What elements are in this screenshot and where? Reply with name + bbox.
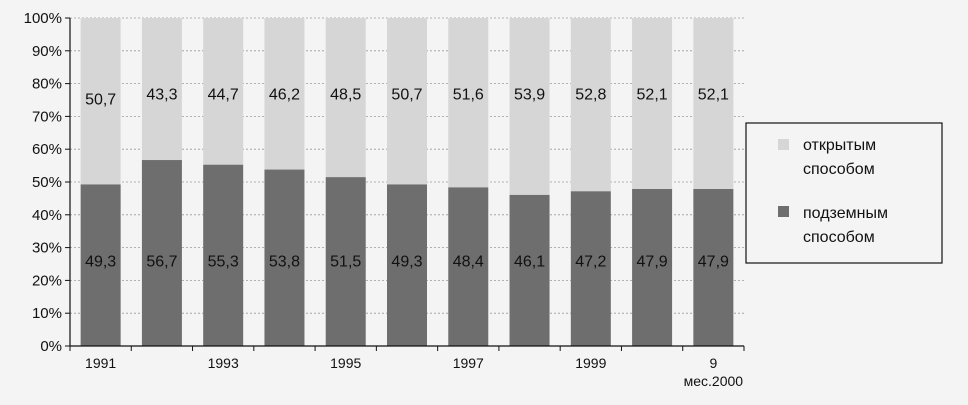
bar-underground — [80, 184, 121, 346]
y-tick-label: 70% — [32, 108, 62, 125]
y-tick-label: 0% — [40, 338, 62, 355]
data-label-underground: 55,3 — [208, 254, 239, 271]
bar-underground — [141, 160, 182, 346]
y-tick-label: 100% — [24, 10, 62, 27]
data-label-open: 52,1 — [637, 86, 668, 103]
data-label-open: 43,3 — [146, 86, 177, 103]
bar-underground — [570, 191, 611, 346]
y-tick-label: 60% — [32, 141, 62, 158]
bar-underground — [509, 194, 550, 346]
legend-label-underground-line2: способом — [803, 229, 875, 246]
data-label-underground: 46,1 — [514, 254, 545, 271]
y-tick-label: 20% — [32, 272, 62, 289]
data-label-open: 48,5 — [330, 86, 361, 103]
bar-open — [80, 18, 121, 185]
x-tick-label: 1993 — [208, 355, 239, 371]
bar-open — [632, 18, 673, 189]
bars — [80, 18, 734, 346]
bar-open — [203, 18, 244, 165]
data-label-open: 51,6 — [453, 86, 484, 103]
bar-open — [387, 18, 427, 185]
data-label-underground: 47,9 — [637, 254, 668, 271]
bar-underground — [448, 187, 489, 346]
y-tick-label: 80% — [32, 76, 62, 93]
x-tick-label: 1999 — [575, 355, 606, 371]
legend-label-underground-line1: подземным — [803, 205, 888, 222]
x-tick-label: 1997 — [453, 355, 484, 371]
data-label-open: 46,2 — [269, 86, 300, 103]
bar-open — [141, 18, 182, 161]
data-label-underground: 48,4 — [453, 254, 484, 271]
y-tick-label: 50% — [32, 174, 62, 191]
y-tick-label: 90% — [32, 43, 62, 60]
legend-label-open-line2: способом — [803, 161, 875, 178]
data-label-underground: 47,9 — [698, 254, 729, 271]
x-tick-label: 1991 — [85, 355, 116, 371]
data-label-underground: 56,7 — [146, 254, 177, 271]
bar-underground — [387, 184, 427, 346]
bar-underground — [632, 188, 673, 346]
data-label-underground: 51,5 — [330, 254, 361, 271]
bar-open — [693, 18, 734, 189]
y-tick-label: 40% — [32, 207, 62, 224]
bar-open — [448, 18, 489, 188]
y-tick-label: 30% — [32, 240, 62, 257]
bar-underground — [264, 169, 305, 346]
data-label-open: 52,1 — [698, 86, 729, 103]
data-label-underground: 53,8 — [269, 254, 300, 271]
x-tick-label: 9 мес.2000 — [684, 355, 744, 389]
data-label-underground: 49,3 — [391, 254, 422, 271]
bar-underground — [325, 177, 366, 346]
bar-open — [325, 18, 366, 178]
legend-swatch-underground — [778, 206, 789, 217]
bar-open — [264, 18, 305, 170]
y-tick-label: 10% — [32, 305, 62, 322]
data-label-open: 50,7 — [85, 91, 116, 108]
data-label-underground: 49,3 — [85, 254, 116, 271]
data-labels: 49,3 50,7 56,7 43,3 55,3 44,7 53,8 46,2 51,5 48,5… — [85, 86, 729, 270]
legend-label-open-line1: открытым — [803, 137, 876, 154]
legend-swatch-open — [778, 139, 789, 150]
bar-open — [570, 18, 611, 192]
legend: открытым способом подземным способом — [745, 122, 943, 264]
data-label-open: 50,7 — [391, 86, 422, 103]
data-label-open: 52,8 — [575, 86, 606, 103]
data-label-open: 44,7 — [208, 86, 239, 103]
axes: 0% 10% 20% 30% 40% 50% 60% 70% 80% 90% 100% 1991 199… — [24, 10, 745, 389]
bar-underground — [693, 188, 734, 346]
data-label-underground: 47,2 — [575, 254, 606, 271]
bar-underground — [203, 164, 244, 346]
data-label-open: 53,9 — [514, 86, 545, 103]
x-tick-label: 1995 — [330, 355, 361, 371]
bar-open — [509, 18, 550, 195]
